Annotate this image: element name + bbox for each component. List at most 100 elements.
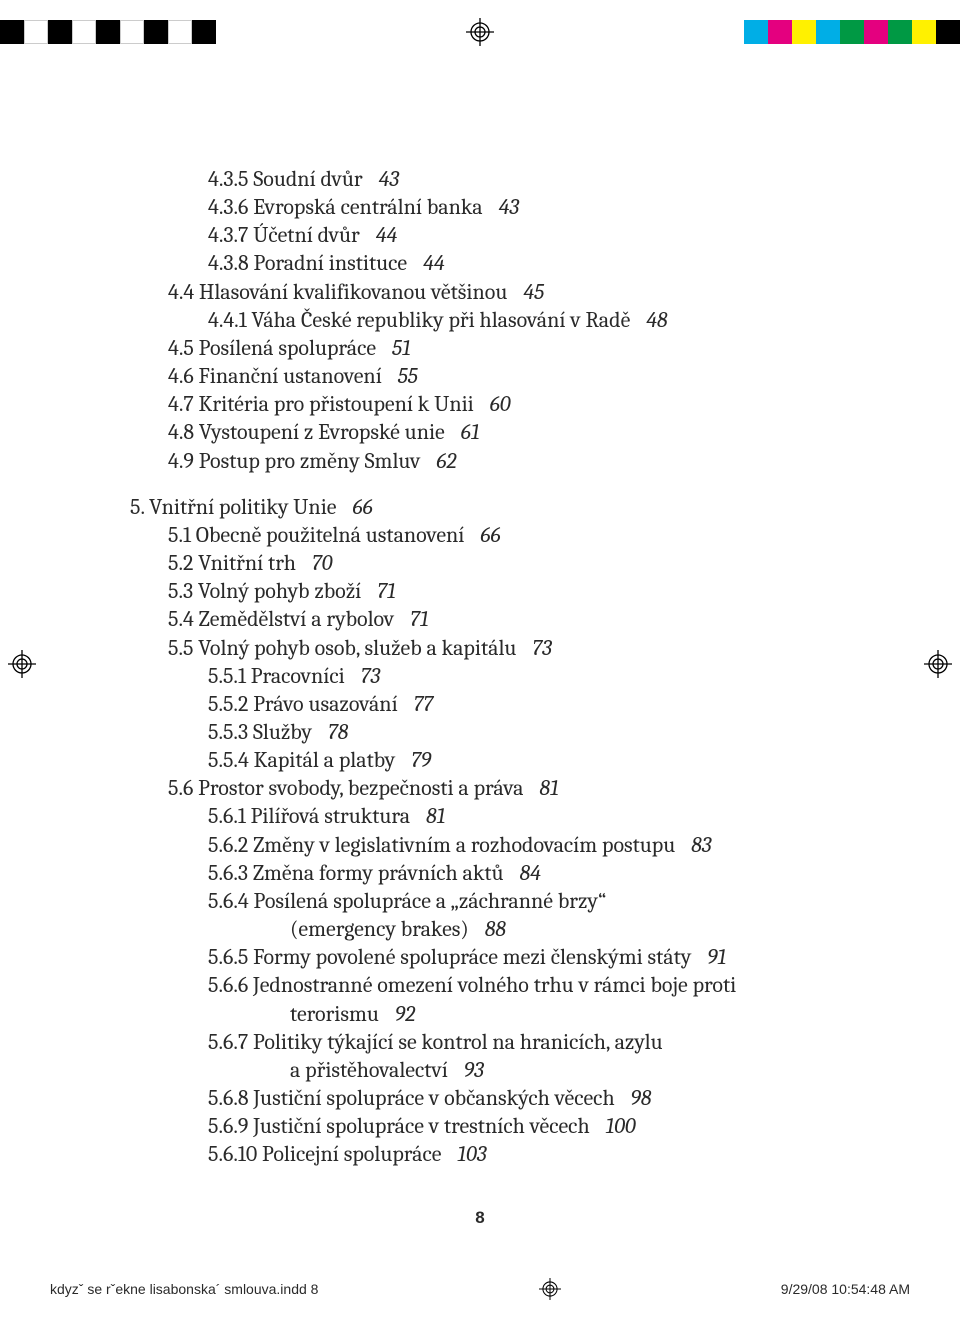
toc-entry: 5.4 Zemědělství a rybolov71 [130,605,830,633]
toc-entry-page: 70 [312,550,332,576]
toc-entry-page: 81 [540,775,559,801]
toc-entry: 5.6.8 Justiční spolupráce v občanských v… [130,1084,830,1112]
registration-mark-icon [539,1278,561,1300]
toc-entry-page: 78 [328,719,348,745]
toc-entry-title: 5.6.4 Posílená spolupráce a „záchranné b… [208,888,606,914]
color-swatch [840,20,864,44]
toc-entry: 4.5 Posílená spolupráce 51 [130,334,830,362]
footer-timestamp: 9/29/08 10:54:48 AM [781,1281,910,1297]
toc-entry: 4.8 Vystoupení z Evropské unie 61 [130,418,830,446]
toc-entry: 5.6.2 Změny v legislativním a rozhodovac… [130,831,830,859]
toc-entry-page: 73 [361,663,380,689]
toc-entry-page: 79 [411,747,431,773]
toc-entry: terorismu 92 [130,1000,830,1028]
toc-entry-title: 5.5.3 Služby [208,719,312,745]
toc-entry-title: 4.3.5 Soudní dvůr [208,166,363,192]
toc-entry-title: 5.6.9 Justiční spolupráce v trestních vě… [208,1113,590,1139]
toc-entry-title: 5.2 Vnitřní trh [168,550,296,576]
toc-entry-page: 81 [426,803,445,829]
color-swatch [792,20,816,44]
toc-entry: 5.5.2 Právo usazování77 [130,690,830,718]
toc-entry-page: 98 [631,1085,652,1111]
toc-entry: 5.5.1 Pracovníci 73 [130,662,830,690]
section-gap [130,475,830,493]
color-swatch [168,20,192,44]
registration-mark-bottom [539,1278,561,1300]
toc-entry-page: 100 [606,1113,636,1139]
toc-entry: 5.3 Volný pohyb zboží71 [130,577,830,605]
toc-entry-title: 4.5 Posílená spolupráce [168,335,376,361]
toc-entry-title: 4.7 Kritéria pro přistoupení k Unii [168,391,474,417]
toc-entry-title: 5.5.1 Pracovníci [208,663,345,689]
toc-entry-page: 91 [707,944,726,970]
toc-entry-page: 43 [499,194,519,220]
toc-entry-page: 88 [485,916,506,942]
toc-entry: 5.6.9 Justiční spolupráce v trestních vě… [130,1112,830,1140]
toc-entry-page: 92 [395,1001,415,1027]
toc-entry-page: 43 [379,166,399,192]
toc-entry: 5. Vnitřní politiky Unie 66 [130,493,830,521]
toc-entry: 5.2 Vnitřní trh 70 [130,549,830,577]
toc-entry-page: 84 [520,860,541,886]
toc-entry-title: 4.3.6 Evropská centrální banka [208,194,483,220]
toc-entry-title: 4.9 Postup pro změny Smluv [168,448,420,474]
toc-entry: a přistěhovalectví 93 [130,1056,830,1084]
left-swatch-group [0,20,216,44]
toc-entry-title: 4.4.1 Váha České republiky při hlasování… [208,307,630,333]
color-swatch [816,20,840,44]
registration-mark-left [8,650,36,678]
toc-entry-page: 61 [461,419,480,445]
toc-entry: 4.3.8 Poradní instituce 44 [130,249,830,277]
toc-entry: 4.4.1 Váha České republiky při hlasování… [130,306,830,334]
color-swatch [72,20,96,44]
toc-entry-title: 4.3.8 Poradní instituce [208,250,407,276]
toc-entry-title: 4.4 Hlasování kvalifikovanou většinou [168,279,507,305]
color-swatch [120,20,144,44]
toc-entry: 4.3.5 Soudní dvůr 43 [130,165,830,193]
toc-entry: 5.6.6 Jednostranné omezení volného trhu … [130,971,830,999]
right-swatch-group [744,20,960,44]
toc-entry-page: 51 [392,335,411,361]
toc-entry-page: 83 [691,832,711,858]
toc-entry-title: 4.8 Vystoupení z Evropské unie [168,419,445,445]
toc-entry: 4.3.7 Účetní dvůr44 [130,221,830,249]
toc-entry-title: 5.6.3 Změna formy právních aktů [208,860,504,886]
toc-entry: 5.6.3 Změna formy právních aktů 84 [130,859,830,887]
color-swatch [144,20,168,44]
toc-entry-page: 66 [353,494,373,520]
color-swatch [48,20,72,44]
toc-entry: 5.5.3 Služby 78 [130,718,830,746]
toc-entry: 5.1 Obecně použitelná ustanovení66 [130,521,830,549]
registration-mark-top [466,18,494,46]
toc-entry-page: 103 [457,1141,486,1167]
toc-entry: 5.6.7 Politiky týkající se kontrol na hr… [130,1028,830,1056]
color-swatch [192,20,216,44]
toc-entry-title: 5.5.4 Kapitál a platby [208,747,395,773]
toc-entry: 4.4 Hlasování kvalifikovanou většinou45 [130,278,830,306]
toc-entry-title: 5. Vnitřní politiky Unie [130,494,337,520]
toc-entry-title: terorismu [290,1001,379,1027]
toc-entry-title: 4.3.7 Účetní dvůr [208,222,360,248]
toc-entry: 5.5.4 Kapitál a platby 79 [130,746,830,774]
toc-entry-title: a přistěhovalectví [290,1057,448,1083]
toc-entry-title: 5.6.1 Pilířová struktura [208,803,410,829]
toc-entry: 5.6.5 Formy povolené spolupráce mezi čle… [130,943,830,971]
color-swatch [768,20,792,44]
registration-mark-icon [924,650,952,678]
toc-entry-page: 44 [423,250,445,276]
color-swatch [864,20,888,44]
toc-entry-page: 73 [532,635,551,661]
toc-entry-page: 55 [398,363,418,389]
color-swatch [888,20,912,44]
toc-entry-page: 93 [464,1057,484,1083]
toc-entry-title: 5.6 Prostor svobody, bezpečnosti a práva [168,775,524,801]
toc-entry-title: 5.5 Volný pohyb osob, služeb a kapitálu [168,635,516,661]
toc-entry: (emergency brakes)88 [130,915,830,943]
registration-mark-right [924,650,952,678]
toc-entry-title: 5.6.8 Justiční spolupráce v občanských v… [208,1085,615,1111]
print-footer: kdyzˇ se rˇekne lisabonska´ smlouva.indd… [50,1278,910,1300]
color-swatch [0,20,24,44]
toc-entry: 4.9 Postup pro změny Smluv62 [130,447,830,475]
color-swatch [936,20,960,44]
toc-entry-title: 4.6 Finanční ustanovení [168,363,382,389]
